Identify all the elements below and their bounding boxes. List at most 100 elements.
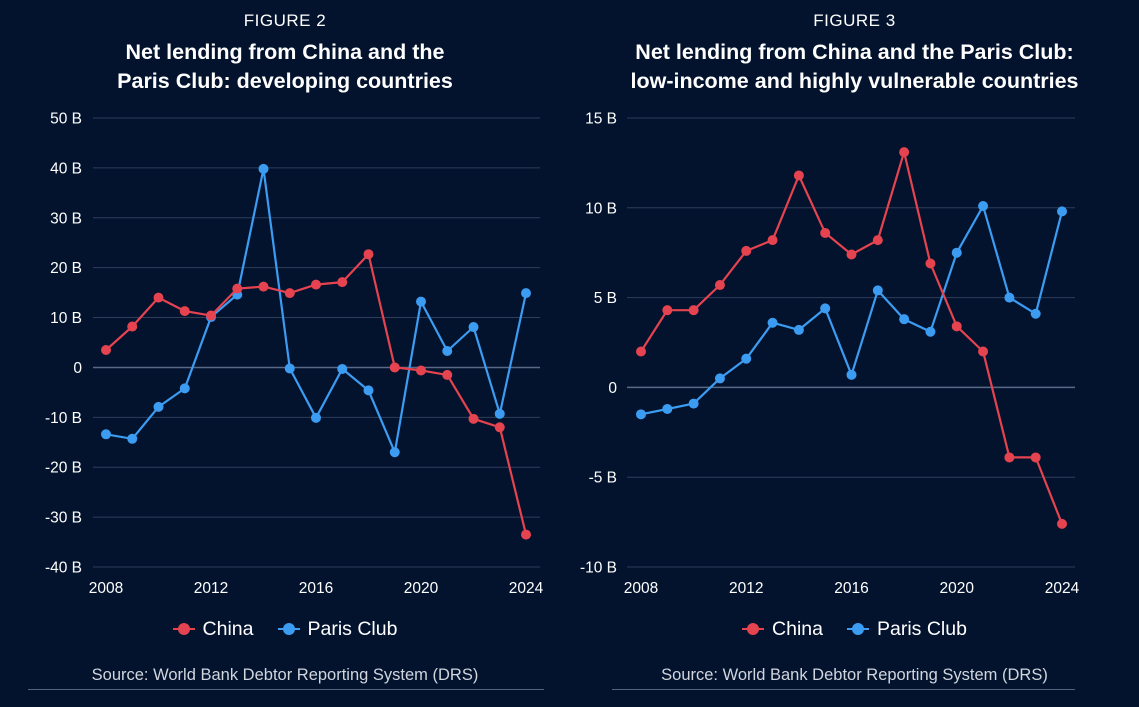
divider bbox=[28, 689, 544, 690]
data-point-china[interactable] bbox=[793, 170, 804, 181]
x-tick-label: 2008 bbox=[89, 580, 123, 597]
data-point-paris-club[interactable] bbox=[767, 317, 778, 328]
x-tick-label: 2016 bbox=[834, 580, 868, 597]
legend-item-china[interactable]: China bbox=[172, 617, 254, 641]
data-point-china[interactable] bbox=[284, 288, 295, 299]
data-point-china[interactable] bbox=[179, 306, 190, 317]
data-point-china[interactable] bbox=[820, 227, 831, 238]
data-point-china[interactable] bbox=[636, 346, 646, 357]
data-point-china[interactable] bbox=[846, 249, 857, 260]
data-point-china[interactable] bbox=[153, 292, 164, 303]
data-point-china[interactable] bbox=[389, 362, 400, 373]
data-point-paris-club[interactable] bbox=[820, 303, 831, 314]
x-tick-label: 2012 bbox=[194, 580, 228, 597]
data-point-china[interactable] bbox=[337, 277, 348, 288]
data-point-china[interactable] bbox=[494, 422, 505, 433]
y-tick-label: 20 B bbox=[50, 260, 82, 277]
data-point-china[interactable] bbox=[468, 413, 479, 424]
data-point-china[interactable] bbox=[206, 310, 216, 321]
data-point-paris-club[interactable] bbox=[793, 324, 804, 335]
data-point-china[interactable] bbox=[1030, 452, 1041, 463]
x-tick-label: 2016 bbox=[299, 580, 333, 597]
data-point-paris-club[interactable] bbox=[846, 369, 857, 380]
data-point-china[interactable] bbox=[442, 369, 453, 380]
data-point-china[interactable] bbox=[951, 321, 962, 332]
data-point-china[interactable] bbox=[767, 235, 778, 246]
data-point-paris-club[interactable] bbox=[127, 433, 138, 444]
data-point-china[interactable] bbox=[1004, 452, 1015, 463]
data-point-china[interactable] bbox=[127, 321, 138, 332]
divider bbox=[612, 689, 1075, 690]
data-point-china[interactable] bbox=[714, 280, 725, 291]
chart-title-line-2: Paris Club: developing countries bbox=[117, 69, 453, 93]
data-point-china[interactable] bbox=[232, 283, 243, 294]
data-point-paris-club[interactable] bbox=[899, 314, 910, 325]
data-point-paris-club[interactable] bbox=[494, 408, 505, 419]
data-point-china[interactable] bbox=[258, 281, 269, 292]
data-point-china[interactable] bbox=[1057, 518, 1067, 529]
data-point-paris-club[interactable] bbox=[688, 398, 699, 409]
data-point-china[interactable] bbox=[925, 258, 936, 269]
chart-title-line-2: low-income and highly vulnerable countri… bbox=[630, 69, 1079, 93]
legend-label-paris-club: Paris Club bbox=[307, 617, 398, 640]
legend-swatch-paris-club bbox=[277, 617, 300, 641]
data-point-paris-club[interactable] bbox=[389, 447, 400, 458]
legend-item-paris-club[interactable]: Paris Club bbox=[847, 617, 967, 641]
data-point-paris-club[interactable] bbox=[1004, 292, 1015, 303]
data-point-paris-club[interactable] bbox=[951, 247, 962, 258]
data-point-paris-club[interactable] bbox=[284, 363, 295, 374]
data-point-china[interactable] bbox=[416, 365, 426, 376]
data-point-paris-club[interactable] bbox=[636, 409, 646, 420]
data-point-paris-club[interactable] bbox=[1030, 308, 1041, 319]
y-tick-label: -5 B bbox=[589, 470, 617, 487]
data-point-paris-club[interactable] bbox=[101, 429, 111, 440]
data-point-china[interactable] bbox=[101, 344, 111, 355]
x-tick-label: 2024 bbox=[509, 580, 544, 597]
data-point-china[interactable] bbox=[363, 249, 374, 260]
data-point-paris-club[interactable] bbox=[179, 383, 190, 394]
x-axis: 2008 2012 2016 2020 2024 bbox=[624, 580, 1080, 597]
y-gridlines bbox=[93, 117, 540, 568]
data-point-china[interactable] bbox=[688, 305, 699, 316]
data-point-paris-club[interactable] bbox=[416, 296, 426, 307]
data-point-paris-club[interactable] bbox=[258, 163, 269, 174]
data-point-china[interactable] bbox=[521, 529, 531, 540]
data-point-paris-club[interactable] bbox=[714, 373, 725, 384]
legend-item-china[interactable]: China bbox=[742, 617, 823, 641]
data-point-paris-club[interactable] bbox=[442, 345, 453, 356]
line-chart: 50 B 40 B 30 B 20 B 10 B 0 -10 B -20 B -30 B -40 … bbox=[45, 111, 544, 598]
y-gridlines bbox=[627, 117, 1075, 568]
y-tick-label: 10 B bbox=[50, 310, 82, 327]
data-point-paris-club[interactable] bbox=[311, 412, 321, 423]
y-tick-label: 40 B bbox=[50, 160, 82, 177]
y-tick-label: -40 B bbox=[45, 560, 82, 577]
data-point-paris-club[interactable] bbox=[363, 385, 374, 396]
data-point-paris-club[interactable] bbox=[337, 363, 348, 374]
data-point-paris-club[interactable] bbox=[1057, 206, 1067, 217]
data-point-paris-club[interactable] bbox=[662, 403, 673, 414]
data-point-china[interactable] bbox=[662, 305, 673, 316]
data-point-paris-club[interactable] bbox=[741, 353, 752, 364]
legend-item-paris-club[interactable]: Paris Club bbox=[277, 617, 398, 641]
data-point-china[interactable] bbox=[872, 235, 883, 246]
data-point-paris-club[interactable] bbox=[872, 285, 883, 296]
y-axis: 15 B 10 B 5 B 0 -5 B -10 B bbox=[580, 111, 617, 577]
figure-label: FIGURE 3 bbox=[813, 11, 896, 30]
data-point-paris-club[interactable] bbox=[978, 201, 989, 212]
figure-3-panel: FIGURE 3 Net lending from China and the … bbox=[570, 0, 1139, 707]
data-point-paris-club[interactable] bbox=[925, 326, 936, 337]
data-point-paris-club[interactable] bbox=[521, 288, 531, 299]
x-tick-label: 2024 bbox=[1045, 580, 1080, 597]
series-line-china bbox=[105, 253, 528, 535]
y-tick-label: 50 B bbox=[50, 111, 82, 128]
chart-legend: China Paris Club bbox=[570, 617, 1139, 641]
source-note: Source: World Bank Debtor Reporting Syst… bbox=[91, 666, 479, 684]
chart-title: Net lending from China and the Paris Clu… bbox=[0, 38, 570, 96]
y-axis: 50 B 40 B 30 B 20 B 10 B 0 -10 B -20 B -30 B -40 … bbox=[45, 111, 82, 577]
data-point-paris-club[interactable] bbox=[153, 401, 164, 412]
data-point-china[interactable] bbox=[899, 147, 910, 158]
data-point-china[interactable] bbox=[978, 346, 989, 357]
data-point-paris-club[interactable] bbox=[468, 322, 479, 333]
data-point-china[interactable] bbox=[741, 245, 752, 256]
data-point-china[interactable] bbox=[311, 279, 321, 290]
